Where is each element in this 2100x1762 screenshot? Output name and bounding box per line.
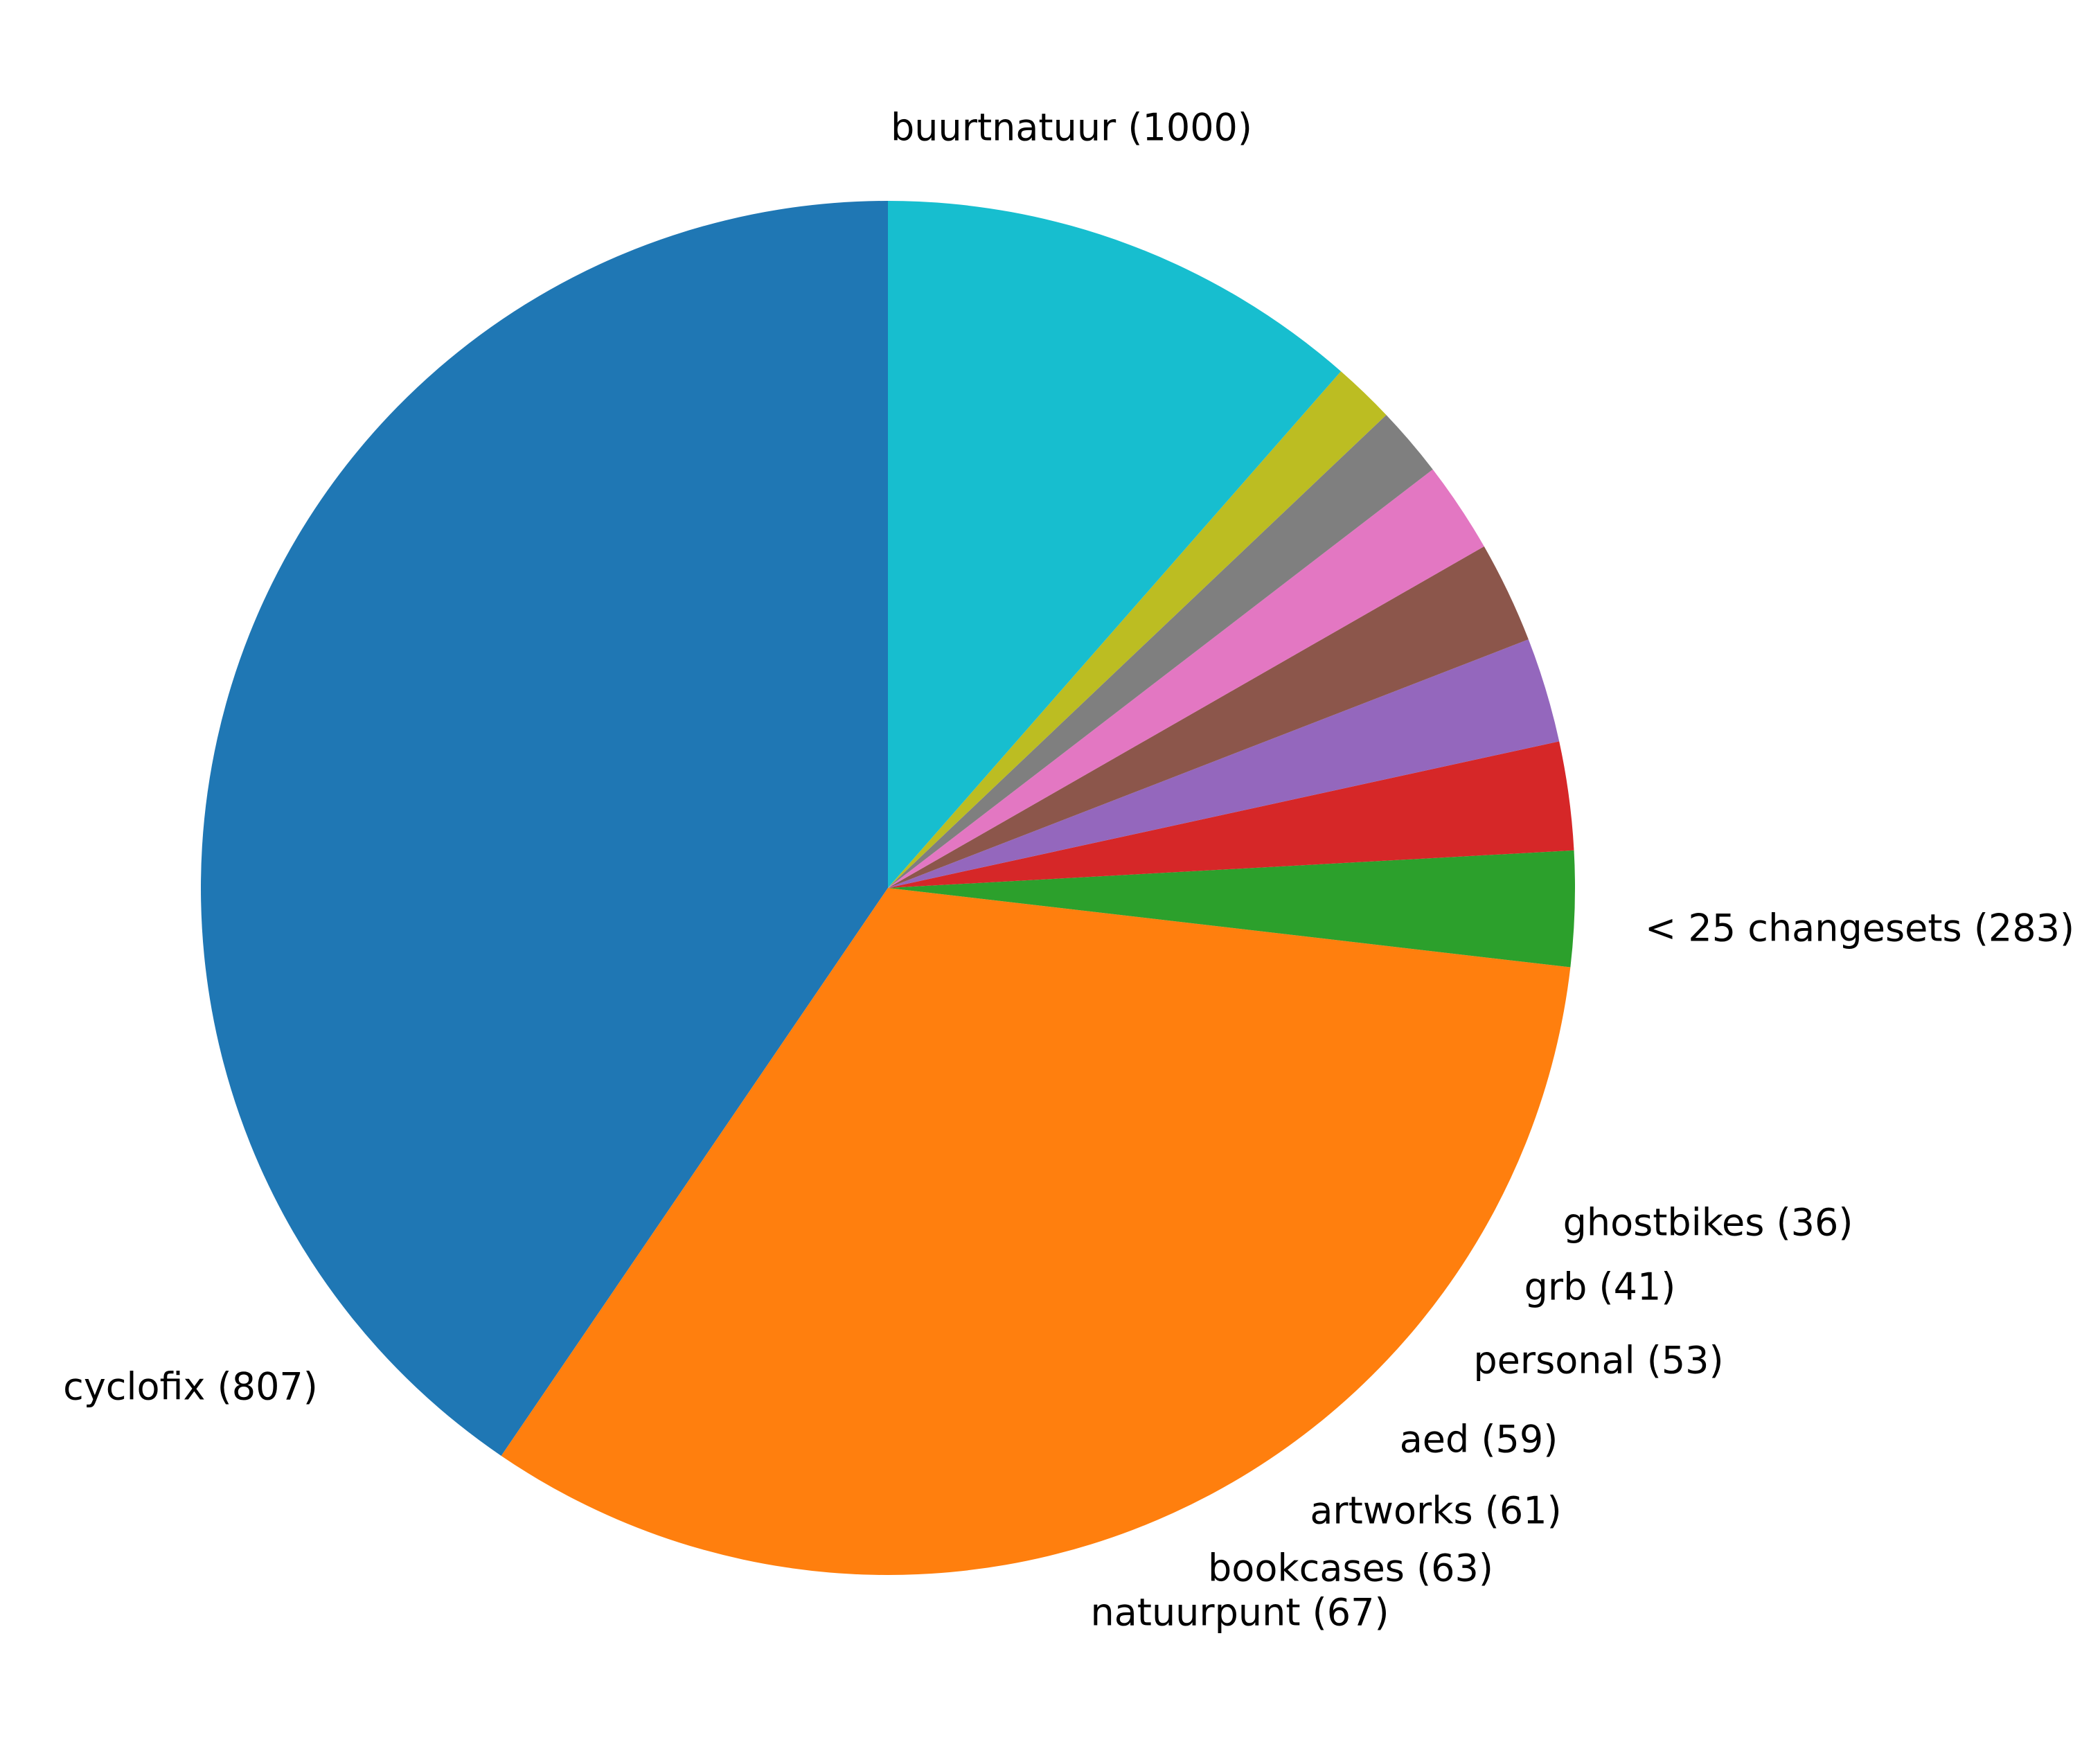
pie-slice-9 bbox=[888, 201, 1342, 888]
slice-label-2: natuurpunt (67) bbox=[1090, 1591, 1389, 1635]
pie-slice-5 bbox=[888, 546, 1529, 888]
slice-label-4: artworks (61) bbox=[1310, 1489, 1561, 1533]
pie-slice-3 bbox=[888, 741, 1574, 888]
slice-label-0: buurtnatuur (1000) bbox=[891, 106, 1252, 150]
slice-label-1: cyclofix (807) bbox=[63, 1365, 318, 1409]
pie-slice-8 bbox=[888, 371, 1387, 888]
pie-slice-4 bbox=[888, 639, 1560, 888]
slice-label-8: ghostbikes (36) bbox=[1563, 1201, 1853, 1245]
slice-label-7: grb (41) bbox=[1524, 1265, 1676, 1309]
pie-slice-6 bbox=[888, 469, 1484, 888]
slice-label-6: personal (53) bbox=[1473, 1339, 1723, 1382]
pie-slice-7 bbox=[888, 415, 1433, 888]
pie-slice-2 bbox=[888, 850, 1575, 968]
slice-label-9: < 25 changesets (283) bbox=[1645, 907, 2074, 950]
pie-slices bbox=[200, 201, 1575, 1575]
pie-slice-1 bbox=[501, 888, 1571, 1575]
pie-slice-0 bbox=[200, 201, 889, 1456]
slice-label-5: aed (59) bbox=[1400, 1418, 1558, 1461]
slice-label-3: bookcases (63) bbox=[1208, 1547, 1493, 1590]
pie-labels: buurtnatuur (1000) cyclofix (807) natuurpu… bbox=[63, 106, 2074, 1635]
